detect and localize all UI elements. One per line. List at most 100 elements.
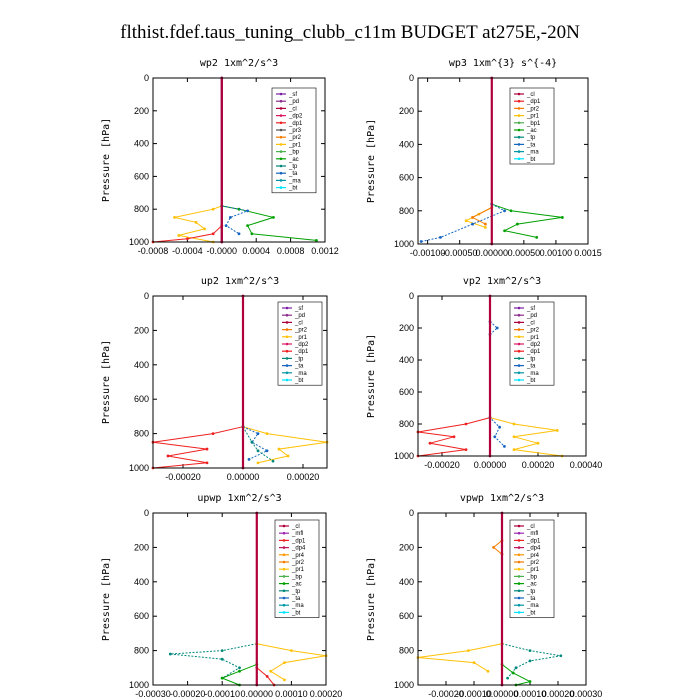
data-point-dp1 bbox=[205, 447, 209, 451]
data-point-dp1 bbox=[211, 232, 215, 236]
legend-marker bbox=[517, 378, 521, 382]
legend: _sf_pd_cl _dp2_dp1_pr3_pr2_pr1 _bp_ac_tp_t… bbox=[271, 87, 317, 194]
data-point-ta bbox=[493, 435, 497, 439]
series-ac bbox=[221, 205, 317, 241]
data-point-dp1 bbox=[186, 237, 189, 241]
y-tick-label: 400 bbox=[134, 360, 149, 370]
data-point-dp1 bbox=[265, 675, 269, 678]
data-point-ta bbox=[224, 224, 228, 228]
legend-label: _pd bbox=[288, 99, 299, 105]
y-axis-label: Pressure [hPa] bbox=[101, 557, 112, 641]
plot-frame bbox=[152, 295, 328, 469]
legend-label: _pr1 bbox=[526, 114, 540, 120]
legend-marker bbox=[279, 157, 283, 161]
legend-label: _ma bbox=[291, 603, 304, 609]
data-point-pr1 bbox=[512, 422, 516, 426]
data-point-ta bbox=[503, 209, 507, 213]
x-tick-label: -0.0004 bbox=[172, 246, 203, 256]
x-tick-label: 0.00010 bbox=[514, 689, 547, 699]
legend-marker bbox=[517, 589, 521, 593]
series-tp bbox=[170, 643, 257, 679]
legend: _cl_dp1_pr2 _pr1_bp1_ac_tp_ta _ma_bt bbox=[509, 87, 555, 165]
data-point-ac bbox=[528, 680, 532, 683]
legend-label: _dp2 bbox=[526, 342, 541, 348]
panel-title: vp2 1xm^2/s^3 bbox=[463, 276, 541, 287]
data-point-pr1 bbox=[283, 678, 286, 682]
legend-marker bbox=[282, 589, 286, 593]
legend-label: _pr4 bbox=[526, 553, 540, 559]
data-point-pr1 bbox=[173, 216, 176, 219]
x-tick-label: 0.00020 bbox=[310, 689, 343, 699]
x-tick-label: 0.00100 bbox=[540, 248, 573, 258]
data-point-dp1 bbox=[211, 432, 215, 435]
legend-label: _dp2 bbox=[288, 114, 303, 120]
data-point-pr1 bbox=[269, 669, 273, 673]
data-point-pr1 bbox=[177, 234, 181, 237]
legend-label: _pr2 bbox=[288, 135, 302, 141]
y-tick-label: 400 bbox=[399, 355, 414, 365]
legend-marker bbox=[517, 321, 521, 324]
legend-marker bbox=[285, 342, 289, 346]
legend-label: _mfl bbox=[526, 531, 538, 537]
legend-marker bbox=[279, 164, 283, 168]
data-point-ac bbox=[503, 229, 507, 233]
y-axis-label: Pressure [hPa] bbox=[366, 557, 377, 641]
data-point-ac bbox=[272, 216, 275, 219]
y-tick-label: 1000 bbox=[129, 680, 149, 690]
legend-label: _sf bbox=[294, 306, 303, 312]
data-point-dp1 bbox=[452, 435, 456, 439]
legend-marker bbox=[282, 575, 286, 578]
figure-title: flthist.fdef.taus_tuning_clubb_c11m BUDG… bbox=[120, 22, 580, 43]
data-point-tp bbox=[250, 440, 254, 444]
legend-marker bbox=[279, 179, 283, 182]
x-tick-label: 0.00010 bbox=[275, 689, 308, 699]
legend-label: _pr1 bbox=[291, 567, 305, 573]
legend-label: _bt bbox=[526, 378, 536, 384]
legend-label: _tp bbox=[526, 135, 536, 141]
legend-label: _tp bbox=[526, 589, 536, 595]
plot-frame bbox=[417, 77, 589, 245]
y-tick-label: 800 bbox=[399, 206, 414, 216]
data-point-ac bbox=[511, 671, 515, 675]
y-tick-label: 800 bbox=[134, 646, 149, 656]
series-pr1 bbox=[242, 426, 328, 464]
data-point-tp bbox=[256, 449, 260, 453]
legend-marker bbox=[517, 328, 521, 331]
y-tick-label: 600 bbox=[399, 173, 414, 183]
legend-marker bbox=[279, 121, 283, 125]
legend-marker bbox=[517, 150, 521, 153]
data-point-ta bbox=[503, 445, 506, 448]
data-point-tp bbox=[271, 459, 275, 463]
data-point-tp bbox=[506, 676, 509, 680]
panel-title: wp3 1xm^{3} s^{-4} bbox=[449, 58, 557, 69]
data-point-pr2 bbox=[492, 546, 495, 549]
legend-marker bbox=[517, 157, 521, 161]
y-tick-label: 200 bbox=[134, 542, 149, 552]
y-axis-label: Pressure [hPa] bbox=[101, 340, 112, 424]
legend-marker bbox=[517, 596, 521, 600]
legend-marker bbox=[517, 121, 521, 125]
legend: _cl_mfl_dp1_dp4_pr4_pr2_pr1_bp_ac_tp_ta_… bbox=[274, 519, 320, 618]
data-point-tp bbox=[220, 649, 224, 652]
data-point-ac bbox=[516, 222, 519, 226]
legend-label: _cl bbox=[526, 92, 535, 98]
panel-title: upwp 1xm^2/s^3 bbox=[197, 493, 281, 504]
legend: _cl_mfl_dp1_dp4_pr4_pr2_pr1_bp_ac_tp_ta_… bbox=[509, 519, 555, 618]
legend-label: _ac bbox=[526, 128, 537, 134]
data-point-dp1 bbox=[464, 422, 468, 426]
y-tick-label: 800 bbox=[399, 419, 414, 429]
legend-marker bbox=[517, 342, 521, 346]
series-tp bbox=[501, 643, 561, 679]
x-tick-label: 0.00020 bbox=[542, 689, 575, 699]
series-ac bbox=[491, 203, 563, 238]
series-ac bbox=[220, 663, 257, 686]
data-point-ac bbox=[246, 224, 250, 228]
legend-marker bbox=[282, 553, 286, 557]
data-point-pr1 bbox=[203, 227, 207, 231]
y-tick-label: 400 bbox=[134, 577, 149, 587]
legend-marker bbox=[517, 143, 521, 146]
legend-marker bbox=[282, 611, 286, 614]
data-point-pr1 bbox=[464, 219, 468, 223]
legend-marker bbox=[282, 539, 286, 542]
legend-marker bbox=[285, 371, 289, 375]
